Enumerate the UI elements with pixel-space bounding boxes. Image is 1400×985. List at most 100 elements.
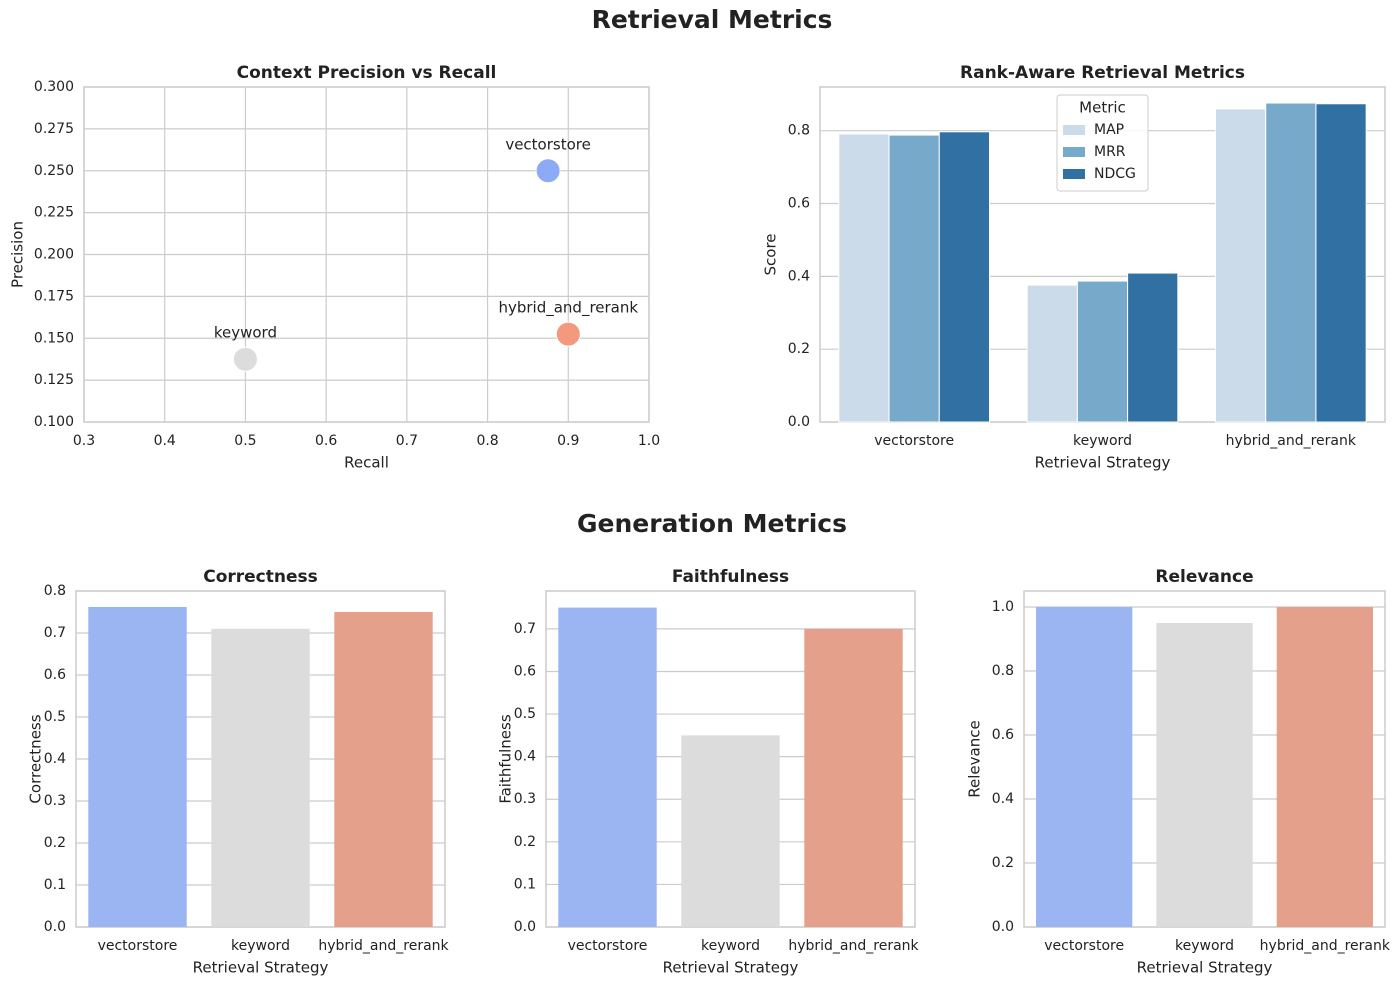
bar — [558, 607, 657, 927]
bar — [1156, 623, 1253, 927]
y-tick-label: 0.250 — [34, 163, 74, 179]
y-tick-label: 1.0 — [992, 599, 1014, 615]
chart-title: Faithfulness — [672, 567, 789, 587]
bar — [938, 131, 990, 423]
bar — [838, 133, 890, 423]
y-tick-label: 0.4 — [788, 268, 810, 284]
y-tick-label: 0.6 — [44, 667, 66, 683]
chart-title: Correctness — [203, 567, 318, 587]
x-tick-label: vectorstore — [98, 938, 178, 954]
legend-label: NDCG — [1094, 166, 1136, 182]
x-tick-label: keyword — [701, 938, 760, 954]
y-axis-label: Score — [762, 233, 780, 275]
point-label: keyword — [214, 324, 277, 342]
y-tick-label: 0.175 — [34, 288, 74, 304]
y-tick-label: 0.8 — [788, 123, 810, 139]
y-tick-label: 0.2 — [992, 855, 1014, 871]
x-tick-label: 0.9 — [557, 433, 579, 449]
legend-swatch — [1063, 169, 1085, 179]
y-tick-label: 0.300 — [34, 79, 74, 95]
x-tick-label: hybrid_and_rerank — [788, 938, 919, 954]
x-axis-label: Retrieval Strategy — [193, 959, 329, 977]
bar — [334, 612, 433, 927]
x-tick-label: keyword — [1073, 433, 1132, 449]
y-tick-label: 0.1 — [44, 877, 66, 893]
y-tick-label: 0.6 — [788, 196, 810, 212]
x-axis-label: Retrieval Strategy — [663, 959, 799, 977]
y-axis-label: Faithfulness — [497, 714, 515, 804]
legend-box — [1056, 94, 1149, 192]
x-axis-label: Retrieval Strategy — [1035, 454, 1171, 472]
legend-label: MAP — [1094, 122, 1124, 138]
y-tick-label: 0.2 — [44, 835, 66, 851]
chart-title: Rank-Aware Retrieval Metrics — [960, 63, 1245, 83]
y-tick-label: 0.0 — [992, 919, 1014, 935]
bar — [1036, 607, 1133, 927]
chart-title: Relevance — [1155, 567, 1253, 587]
y-tick-label: 0.2 — [514, 834, 536, 850]
point-label: hybrid_and_rerank — [498, 299, 638, 318]
y-tick-label: 0.125 — [34, 372, 74, 388]
bar — [1265, 102, 1317, 423]
x-tick-label: vectorstore — [874, 433, 954, 449]
x-axis-label: Recall — [344, 454, 389, 472]
y-axis-label: Precision — [9, 221, 27, 288]
bar — [1026, 284, 1078, 423]
y-tick-label: 0.5 — [44, 709, 66, 725]
bar — [1315, 103, 1367, 423]
y-tick-label: 0.200 — [34, 247, 74, 263]
bar — [88, 606, 187, 927]
y-tick-label: 0.5 — [514, 706, 536, 722]
figure-title: Retrieval Metrics — [592, 5, 833, 34]
bar — [681, 735, 780, 927]
y-tick-label: 0.4 — [44, 751, 66, 767]
bar — [211, 628, 310, 927]
y-tick-label: 0.7 — [44, 625, 66, 641]
y-tick-label: 0.0 — [44, 919, 66, 935]
legend-title: Metric — [1079, 99, 1126, 117]
y-tick-label: 0.6 — [514, 663, 536, 679]
y-tick-label: 0.2 — [788, 341, 810, 357]
point — [555, 321, 581, 347]
y-tick-label: 0.8 — [992, 663, 1014, 679]
x-tick-label: hybrid_and_rerank — [318, 938, 449, 954]
x-tick-label: 1.0 — [638, 433, 660, 449]
point-label: vectorstore — [505, 135, 591, 153]
x-tick-label: keyword — [1175, 938, 1234, 954]
y-tick-label: 0.1 — [514, 876, 536, 892]
x-tick-label: 0.7 — [396, 433, 418, 449]
y-tick-label: 0.0 — [514, 919, 536, 935]
point — [535, 158, 561, 184]
x-tick-label: keyword — [231, 938, 290, 954]
y-tick-label: 0.7 — [514, 621, 536, 637]
y-tick-label: 0.4 — [992, 791, 1014, 807]
figure-title: Generation Metrics — [577, 509, 847, 538]
y-axis-label: Correctness — [27, 714, 45, 803]
bar — [1276, 607, 1373, 927]
bar — [1127, 272, 1179, 423]
chart-title: Context Precision vs Recall — [237, 63, 497, 83]
x-tick-label: hybrid_and_rerank — [1226, 433, 1357, 449]
x-axis-label: Retrieval Strategy — [1137, 959, 1273, 977]
bar — [888, 134, 940, 423]
y-tick-label: 0.0 — [788, 414, 810, 430]
y-tick-label: 0.150 — [34, 330, 74, 346]
x-tick-label: 0.5 — [234, 433, 256, 449]
y-tick-label: 0.3 — [514, 791, 536, 807]
plot-frame — [83, 86, 650, 423]
y-tick-label: 0.8 — [44, 583, 66, 599]
y-tick-label: 0.225 — [34, 205, 74, 221]
legend-label: MRR — [1094, 144, 1126, 160]
y-axis-label: Relevance — [966, 720, 984, 797]
y-tick-label: 0.275 — [34, 121, 74, 137]
legend-swatch — [1063, 147, 1085, 157]
bar — [804, 628, 903, 927]
y-tick-label: 0.3 — [44, 793, 66, 809]
y-tick-label: 0.100 — [34, 414, 74, 430]
bar — [1076, 280, 1129, 423]
legend-swatch — [1063, 125, 1085, 135]
x-tick-label: 0.6 — [315, 433, 337, 449]
x-tick-label: 0.8 — [476, 433, 498, 449]
